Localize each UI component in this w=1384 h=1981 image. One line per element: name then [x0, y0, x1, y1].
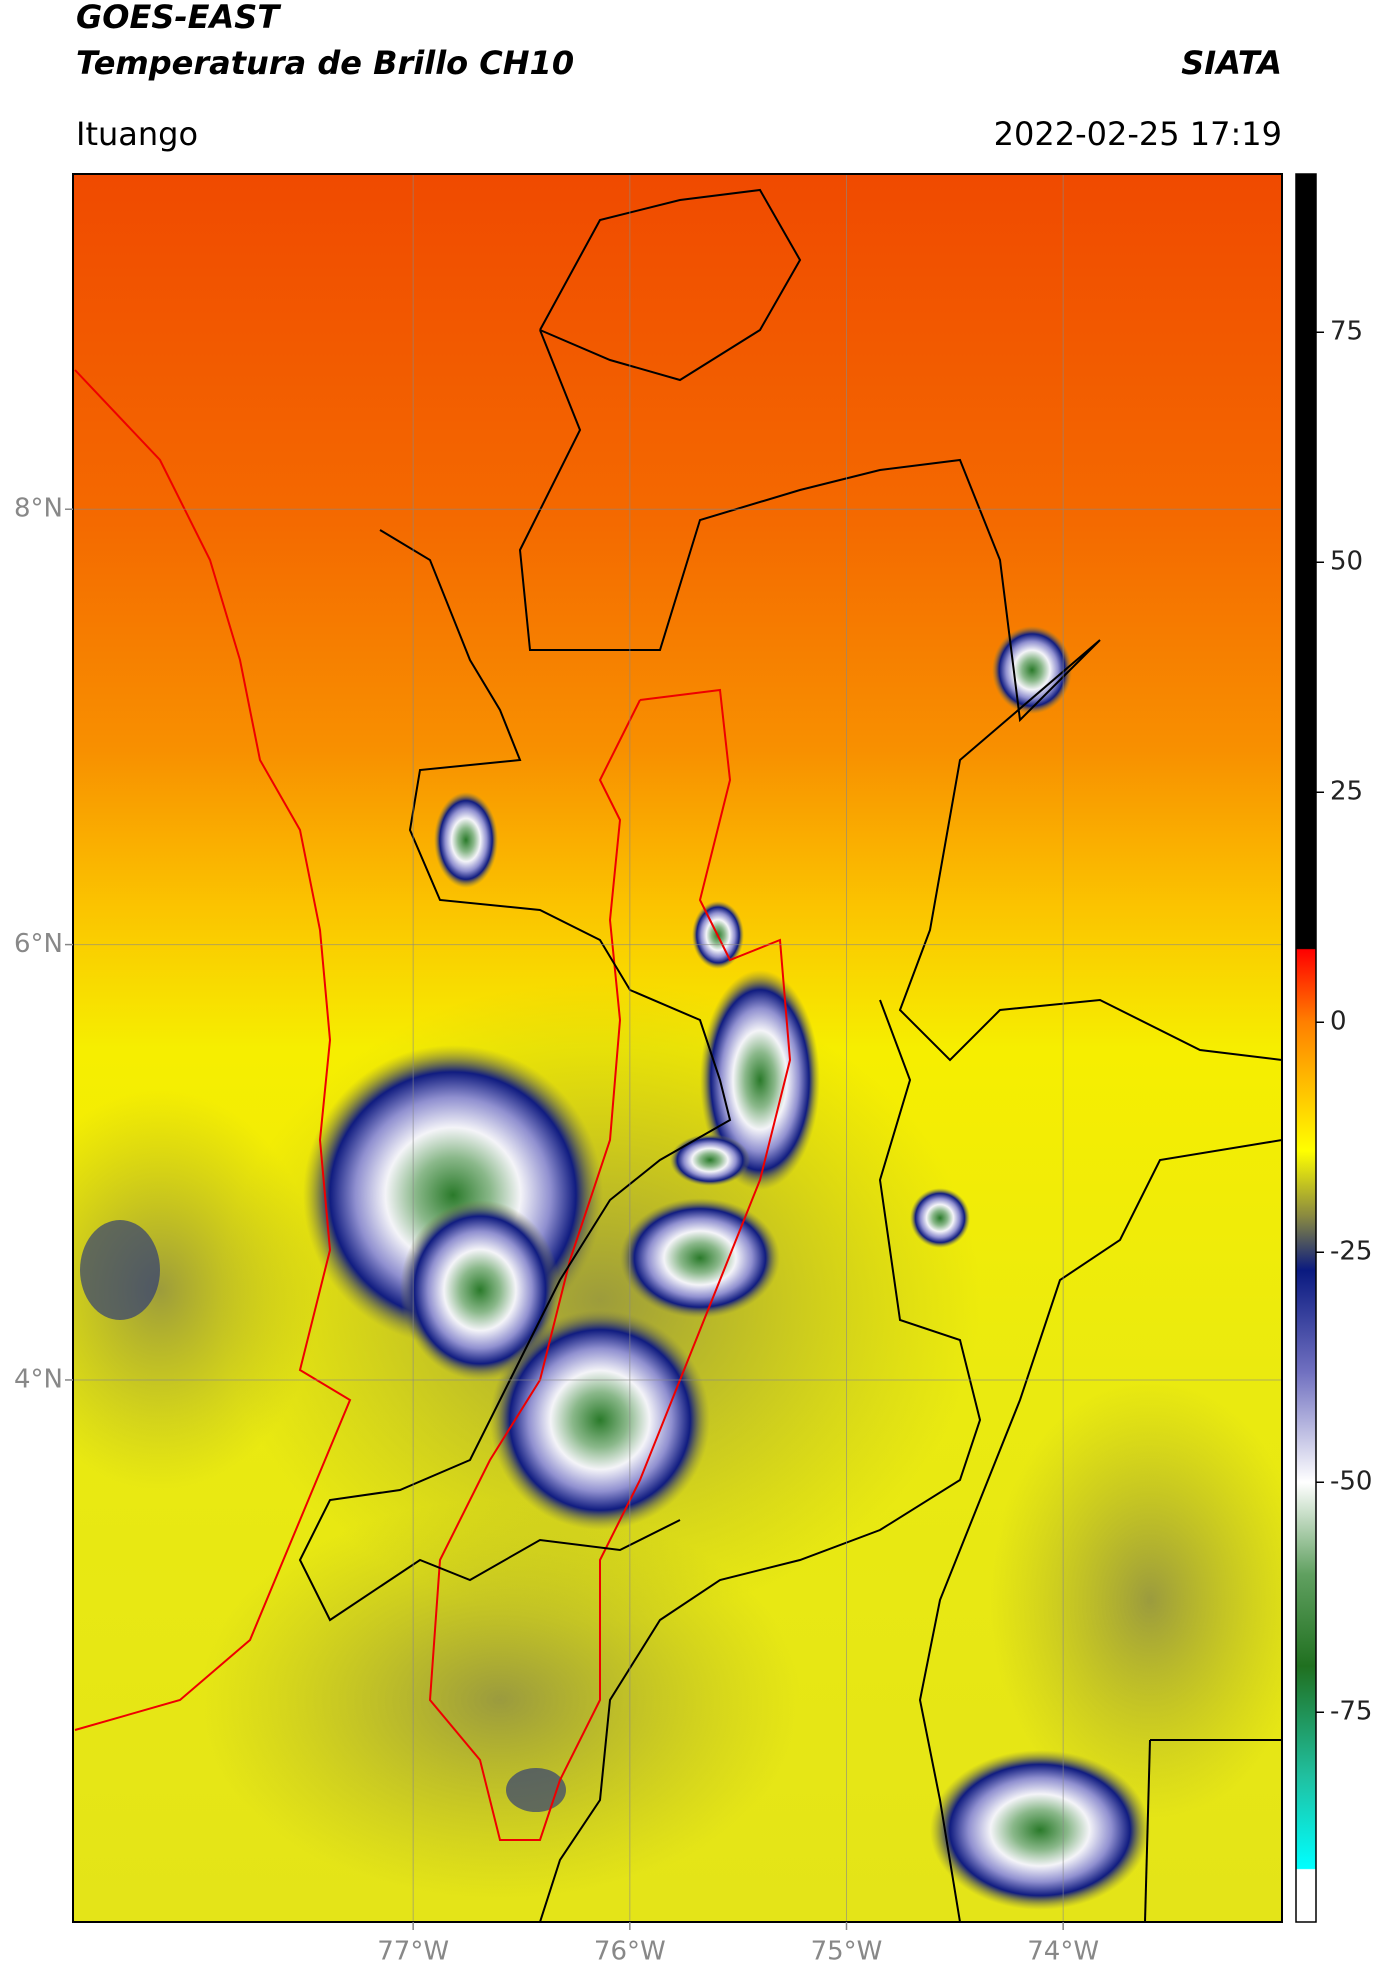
x-tick-label: 77°W [377, 1937, 449, 1967]
storm-cell [434, 792, 498, 888]
colorbar-tick-label: 50 [1330, 547, 1363, 577]
map-frame [72, 173, 1283, 1923]
colorbar [1295, 173, 1317, 1923]
storm-cell [400, 1200, 560, 1380]
border [539, 999, 982, 1922]
storm-cell [700, 970, 820, 1190]
storm-cell [930, 1750, 1150, 1910]
storm-cell [490, 1310, 710, 1530]
y-tick-label: 6°N [14, 929, 63, 959]
border [918, 1139, 1282, 1922]
cloud-haze [200, 1500, 800, 1900]
y-tick-label: 4°N [14, 1364, 63, 1394]
colorbar-tick-label: 0 [1330, 1007, 1347, 1037]
map-image [73, 174, 1282, 1922]
cloud-patch [80, 1220, 160, 1320]
storm-cell [670, 1134, 750, 1186]
storm-cell [620, 1198, 780, 1318]
border [539, 188, 802, 382]
agency: SIATA [1181, 44, 1282, 82]
x-tick-label: 74°W [1027, 1937, 1099, 1967]
border [298, 529, 732, 1622]
colorbar-tick-label: -75 [1330, 1697, 1372, 1727]
datetime: 2022-02-25 17:19 [994, 115, 1282, 153]
y-tick-label: 8°N [14, 494, 63, 524]
colorbar-tick-label: 25 [1330, 777, 1363, 807]
border [1144, 1739, 1151, 1922]
location: Ituango [76, 115, 198, 153]
border [518, 329, 1282, 1062]
graticule [73, 174, 1282, 1922]
storm-cell [992, 626, 1072, 714]
title: GOES-EAST [76, 0, 281, 36]
region-outline [428, 688, 792, 1841]
cloud-patch [506, 1768, 566, 1812]
x-tick-label: 76°W [594, 1937, 666, 1967]
x-tick-label: 75°W [811, 1937, 883, 1967]
colorbar-tick-label: -50 [1330, 1467, 1372, 1497]
coastline [74, 369, 352, 1731]
subtitle: Temperatura de Brillo CH10 [76, 44, 574, 82]
colorbar-tick-label: -25 [1330, 1237, 1372, 1267]
storm-cell [910, 1188, 970, 1248]
colorbar-tick-label: 75 [1330, 317, 1363, 347]
